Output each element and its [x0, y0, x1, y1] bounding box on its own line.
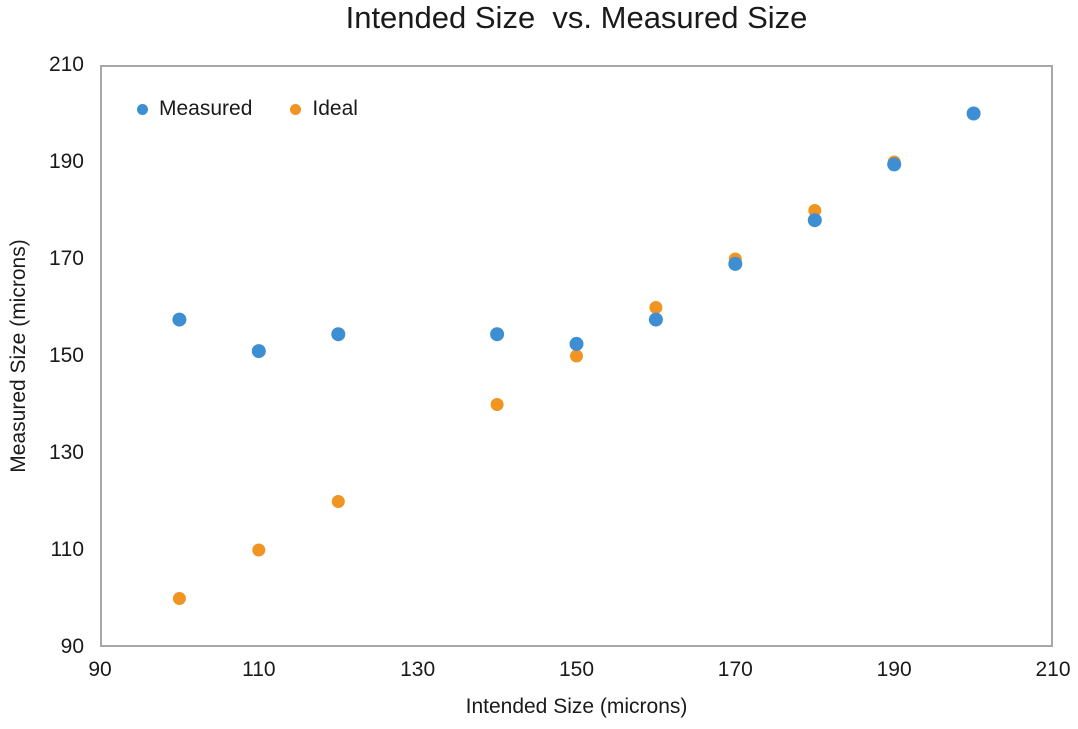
- x-tick-label: 150: [558, 658, 595, 681]
- legend-label-ideal: Ideal: [312, 97, 358, 120]
- x-tick-label: 130: [400, 658, 436, 681]
- x-tick-label: 90: [88, 658, 112, 681]
- y-tick-label: 170: [48, 247, 84, 270]
- legend-marker-measured-icon: [137, 103, 148, 115]
- y-axis-title: Measured Size (microns): [7, 239, 30, 473]
- legend: Measured Ideal: [137, 96, 358, 122]
- y-tick-label: 150: [48, 344, 84, 367]
- x-axis-title: Intended Size (microns): [465, 695, 688, 718]
- x-tick-label: 210: [1035, 658, 1071, 681]
- legend-item-measured: Measured: [137, 97, 252, 121]
- chart-title: Intended Size vs. Measured Size: [345, 0, 808, 35]
- y-tick-label: 110: [50, 538, 84, 561]
- plot-area: [100, 65, 1053, 647]
- x-tick-label: 110: [242, 658, 276, 681]
- x-tick-label: 190: [876, 658, 912, 681]
- y-tick-label: 210: [48, 53, 84, 76]
- y-tick-label: 90: [60, 635, 84, 658]
- y-tick-label: 190: [48, 150, 84, 173]
- legend-item-ideal: Ideal: [290, 97, 358, 121]
- x-tick-label: 170: [717, 658, 753, 681]
- legend-label-measured: Measured: [159, 97, 253, 120]
- legend-marker-ideal-icon: [290, 103, 302, 115]
- y-tick-label: 130: [48, 441, 84, 464]
